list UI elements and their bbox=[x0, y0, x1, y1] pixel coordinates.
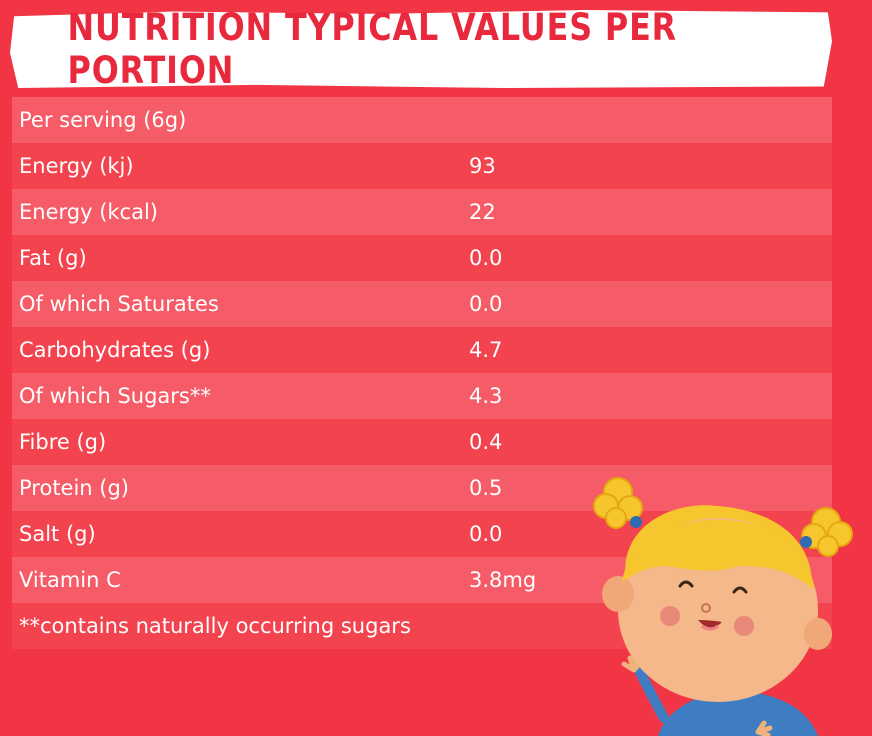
row-label: Vitamin C bbox=[19, 568, 121, 592]
row-value: 3.8mg bbox=[469, 568, 537, 592]
row-value: 0.0 bbox=[469, 292, 503, 316]
table-row: Protein (g) 0.5 bbox=[12, 465, 832, 511]
row-value: 4.3 bbox=[469, 384, 503, 408]
row-value: 4.7 bbox=[469, 338, 503, 362]
table-row: Fat (g) 0.0 bbox=[12, 235, 832, 281]
row-value: 0.4 bbox=[469, 430, 503, 454]
table-row: Energy (kj) 93 bbox=[12, 143, 832, 189]
table-row: Energy (kcal) 22 bbox=[12, 189, 832, 235]
table-row: Fibre (g) 0.4 bbox=[12, 419, 832, 465]
page-title: NUTRITION TYPICAL VALUES PER PORTION bbox=[67, 6, 678, 92]
table-row-serving: Per serving (6g) bbox=[12, 97, 832, 143]
girl-illustration bbox=[593, 477, 853, 736]
row-value: 0.0 bbox=[469, 246, 503, 270]
row-label: Of which Saturates bbox=[19, 292, 219, 316]
row-value: 0.0 bbox=[469, 522, 503, 546]
table-row: Of which Saturates 0.0 bbox=[12, 281, 832, 327]
row-label: Carbohydrates (g) bbox=[19, 338, 211, 362]
row-value: 22 bbox=[469, 200, 496, 224]
row-label: Energy (kj) bbox=[19, 154, 134, 178]
row-label: Energy (kcal) bbox=[19, 200, 158, 224]
row-label: Protein (g) bbox=[19, 476, 130, 500]
row-value: 0.5 bbox=[469, 476, 503, 500]
table-row: Carbohydrates (g) 4.7 bbox=[12, 327, 832, 373]
row-value: 93 bbox=[469, 154, 496, 178]
row-label: Fibre (g) bbox=[19, 430, 107, 454]
table-row: Of which Sugars** 4.3 bbox=[12, 373, 832, 419]
title-banner bbox=[10, 10, 832, 88]
row-label: Salt (g) bbox=[19, 522, 96, 546]
row-label: Fat (g) bbox=[19, 246, 87, 270]
footnote-text: **contains naturally occurring sugars bbox=[19, 614, 411, 638]
row-label: Of which Sugars** bbox=[19, 384, 211, 408]
serving-label: Per serving (6g) bbox=[19, 108, 187, 132]
